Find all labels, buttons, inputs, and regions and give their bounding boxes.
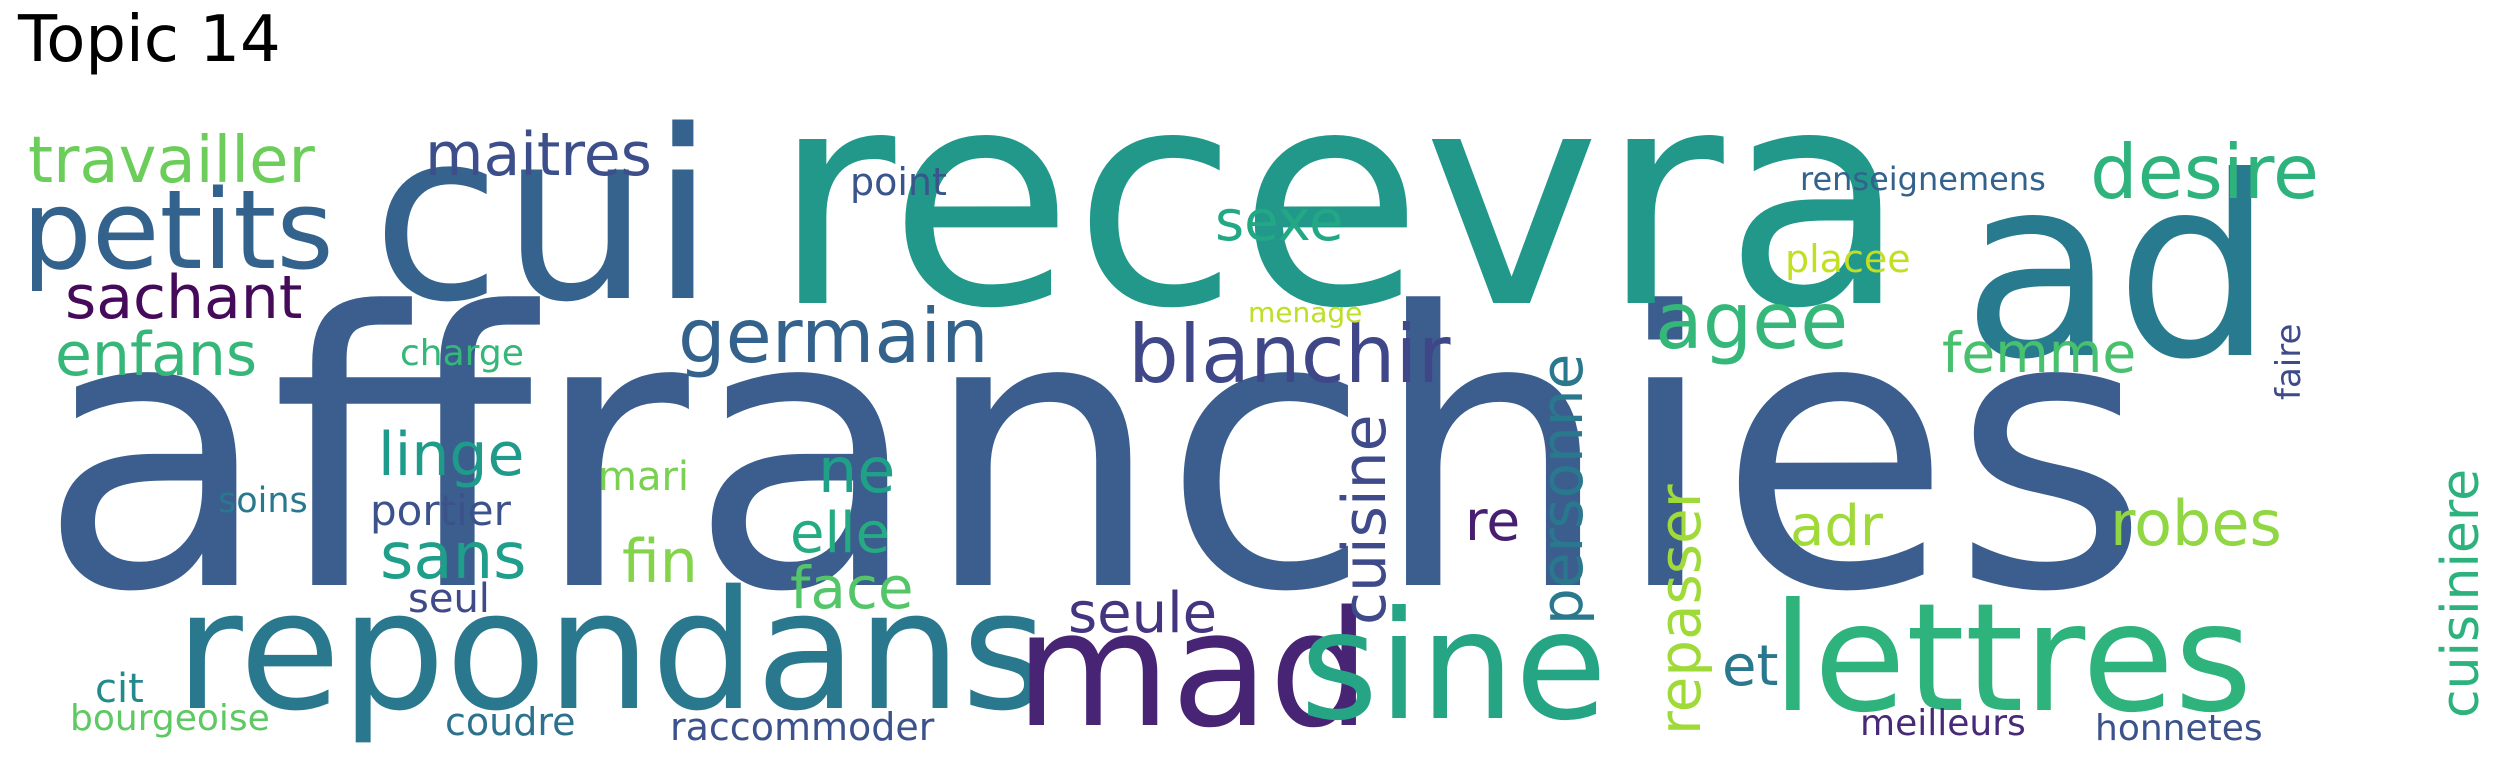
word-repondans: repondans bbox=[175, 555, 1047, 747]
word-ne: ne bbox=[818, 434, 895, 507]
word-agee: agee bbox=[1655, 277, 1848, 367]
word-raccommoder: raccommoder bbox=[670, 705, 935, 749]
word-coudre: coudre bbox=[445, 700, 576, 744]
word-ad: ad bbox=[1962, 123, 2274, 414]
word-robes: robes bbox=[2110, 487, 2282, 560]
word-seule: seule bbox=[1068, 581, 1217, 646]
word-linge: linge bbox=[378, 420, 524, 490]
word-sine: sine bbox=[1300, 580, 1607, 754]
word-petits: petits bbox=[22, 166, 334, 294]
word-bourgeoise: bourgeoise bbox=[70, 698, 270, 739]
word-sachant: sachant bbox=[65, 263, 302, 333]
word-portier: portier bbox=[370, 486, 512, 535]
word-personne: personne bbox=[1528, 354, 1596, 625]
word-meilleurs: meilleurs bbox=[1860, 703, 2026, 744]
word-femme: femme bbox=[1942, 321, 2136, 385]
word-re: re bbox=[1465, 489, 1520, 553]
word-renseignemens: renseignemens bbox=[1800, 160, 2046, 198]
word-charge: charge bbox=[400, 333, 524, 374]
word-cit: cit bbox=[95, 666, 144, 712]
word-elle: elle bbox=[790, 501, 890, 566]
word-affranchies: affranchies bbox=[38, 232, 2150, 675]
word-seul: seul bbox=[408, 576, 490, 622]
word-germain: germain bbox=[678, 292, 989, 380]
word-cuisiniere: cuisiniere bbox=[2431, 469, 2491, 718]
word-cuisine: cuisine bbox=[1330, 414, 1400, 625]
word-mad: mad bbox=[1015, 576, 1370, 763]
word-blanchir: blanchir bbox=[1128, 308, 1451, 401]
word-soins: soins bbox=[218, 481, 308, 521]
word-adr: adr bbox=[1790, 494, 1884, 559]
word-placee: placee bbox=[1785, 237, 1911, 281]
word-honnetes: honnetes bbox=[2095, 708, 2263, 749]
word-face: face bbox=[790, 554, 914, 622]
word-menage: menage bbox=[1248, 296, 1362, 329]
word-maitres: maitres bbox=[425, 120, 652, 190]
word-cui: cui bbox=[372, 81, 715, 354]
page-title: Topic 14 bbox=[18, 3, 281, 77]
word-sexe: sexe bbox=[1215, 189, 1344, 254]
word-desire: desire bbox=[2090, 128, 2319, 216]
word-recevra: recevra bbox=[772, 25, 1908, 374]
word-sans: sans bbox=[380, 520, 526, 594]
word-fin: fin bbox=[622, 527, 698, 597]
word-mari: mari bbox=[598, 454, 689, 500]
word-travailler: travailler bbox=[28, 124, 315, 198]
word-et: et bbox=[1722, 634, 1778, 699]
word-repasser: repasser bbox=[1646, 484, 1714, 735]
word-lettres: lettres bbox=[1772, 572, 2252, 746]
word-enfans: enfans bbox=[55, 320, 257, 390]
word-point: point bbox=[850, 160, 947, 204]
word-faire: faire bbox=[2269, 324, 2309, 400]
